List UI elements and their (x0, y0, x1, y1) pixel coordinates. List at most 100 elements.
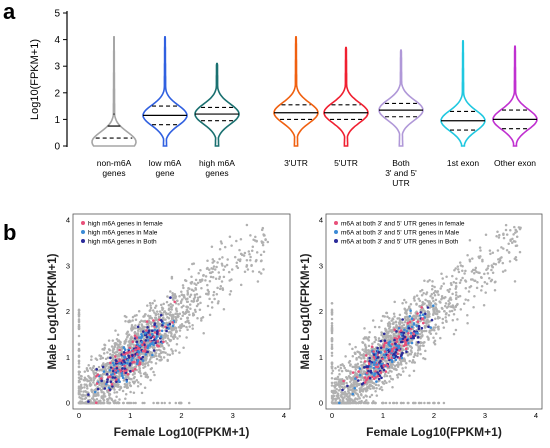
background-point (507, 242, 510, 246)
background-point (174, 330, 178, 334)
background-point (354, 401, 357, 405)
background-point (385, 374, 389, 378)
background-point (107, 348, 111, 351)
background-point (259, 253, 263, 257)
background-point (434, 303, 438, 306)
background-point (162, 356, 166, 359)
background-point (362, 396, 365, 399)
background-point (190, 282, 193, 285)
background-point (114, 344, 117, 347)
highlight-point (405, 330, 409, 333)
background-point (139, 382, 142, 386)
highlight-point (168, 322, 172, 326)
background-point (464, 279, 467, 282)
background-point (180, 306, 184, 309)
highlight-point (122, 353, 125, 356)
highlight-point (382, 345, 386, 349)
background-point (330, 311, 334, 314)
background-point (83, 370, 87, 373)
background-point (351, 355, 355, 358)
background-point (137, 309, 141, 313)
background-point (393, 315, 396, 318)
background-point (452, 280, 456, 284)
background-point (162, 347, 166, 351)
background-point (266, 240, 270, 244)
highlight-point (138, 344, 141, 348)
background-point (229, 290, 233, 293)
background-point (170, 348, 173, 351)
highlight-point (369, 371, 373, 374)
background-point (131, 373, 135, 376)
background-point (103, 344, 107, 347)
background-point (403, 320, 407, 324)
background-point (128, 377, 132, 381)
background-point (456, 318, 459, 321)
background-point (116, 385, 120, 389)
background-point (413, 361, 417, 364)
background-point (93, 383, 97, 386)
legend: m6A at both 3' and 5' UTR genes in femal… (334, 220, 465, 245)
y-tick-label: 1 (66, 353, 70, 362)
highlight-point (407, 342, 410, 345)
background-point (431, 280, 434, 283)
background-point (360, 353, 363, 357)
background-point (86, 379, 89, 383)
y-tick-label: 2 (66, 307, 70, 316)
background-point (475, 270, 478, 274)
background-point (360, 399, 363, 403)
background-point (508, 260, 512, 263)
highlight-point (420, 306, 424, 309)
highlight-point (122, 351, 126, 354)
background-point (355, 356, 358, 360)
background-point (378, 387, 382, 391)
highlight-point (394, 358, 398, 362)
highlight-point (155, 335, 159, 338)
highlight-point (400, 333, 403, 336)
background-point (472, 306, 475, 309)
background-point (333, 389, 337, 392)
background-point (393, 364, 397, 368)
background-point (228, 293, 232, 296)
background-point (360, 376, 363, 379)
background-point (420, 294, 424, 297)
background-point (160, 358, 163, 361)
background-point (342, 364, 346, 368)
background-point (145, 373, 149, 377)
background-point (158, 322, 161, 326)
highlight-point (391, 343, 394, 346)
y-tick-label: 3 (66, 261, 70, 270)
background-point (174, 401, 178, 405)
background-point (436, 315, 440, 319)
background-point (331, 369, 335, 373)
background-point (466, 314, 469, 317)
background-point (334, 367, 337, 370)
background-point (116, 346, 119, 350)
background-point (496, 249, 500, 252)
highlight-point (417, 340, 420, 344)
background-point (337, 396, 341, 400)
highlight-point (398, 338, 402, 341)
background-point (432, 299, 435, 303)
background-point (441, 321, 444, 325)
highlight-point (395, 344, 399, 348)
highlight-point (153, 331, 157, 334)
background-point (386, 331, 389, 334)
background-point (419, 401, 423, 405)
background-point (172, 328, 176, 331)
background-point (447, 313, 451, 317)
background-point (117, 383, 120, 386)
background-point (174, 326, 177, 329)
background-point (423, 357, 427, 361)
legend: high m6A genes in female high m6A genes i… (81, 220, 163, 245)
background-point (79, 374, 83, 378)
highlight-point (376, 375, 380, 378)
background-point (206, 266, 209, 270)
background-point (512, 240, 516, 243)
background-point (181, 311, 185, 314)
highlight-point (117, 378, 120, 382)
background-point (451, 292, 454, 296)
highlight-point (101, 365, 105, 369)
background-point (118, 343, 122, 346)
background-point (165, 313, 168, 316)
background-point (100, 401, 104, 405)
